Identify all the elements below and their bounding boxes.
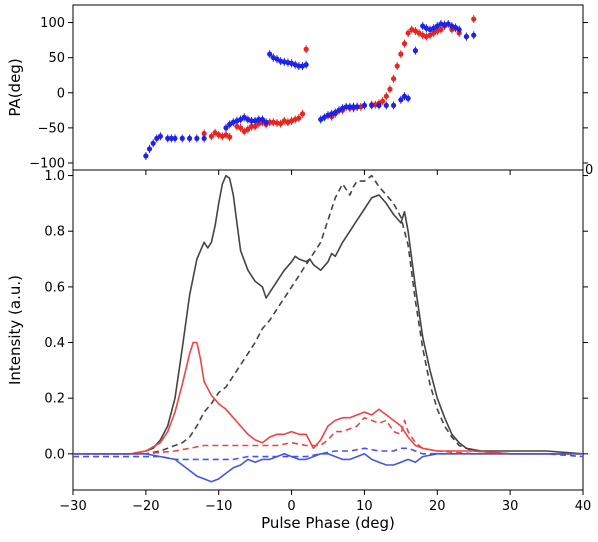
pa-point-blue (347, 104, 353, 110)
intensity-xtick-label: 20 (429, 499, 446, 514)
pa-xtick-label-fragment: 0 (585, 163, 593, 178)
pa-point-blue (383, 102, 389, 109)
pa-point-blue (256, 116, 262, 123)
pa-point-red (438, 26, 444, 33)
pa-point-blue (343, 104, 349, 110)
pa-point-blue (168, 135, 174, 142)
intensity-ytick-label: 0.2 (44, 392, 65, 407)
pa-point-blue (146, 146, 153, 152)
circular-polarization-line (73, 453, 583, 483)
intensity-xtick-label: 0 (287, 499, 295, 514)
pa-point-red (267, 119, 273, 125)
pa-point-red (471, 16, 477, 22)
pa-point-red (380, 98, 386, 104)
intensity-xtick-label: −10 (205, 499, 232, 514)
pa-point-red (252, 123, 258, 130)
pa-ylabel: PA(deg) (6, 58, 24, 116)
pa-point-red (299, 111, 306, 117)
pa-point-red (245, 126, 251, 132)
pa-point-red (303, 46, 309, 52)
pa-point-blue (398, 97, 404, 103)
pa-ytick-label: 50 (48, 51, 65, 66)
pa-point-red (390, 76, 397, 82)
intensity-axes-frame (72, 169, 584, 491)
intensity-xtick-label: −20 (132, 499, 159, 514)
pa-ytick-label: −50 (38, 121, 65, 136)
pa-point-red (398, 51, 404, 57)
pa-point-blue (350, 104, 357, 110)
pa-point-blue (143, 153, 149, 159)
pa-point-blue (165, 135, 171, 142)
pa-point-blue (390, 102, 397, 109)
pa-point-red (278, 121, 284, 127)
intensity-ytick-label: 0.8 (44, 225, 65, 240)
intensity-ytick-label: 0.0 (44, 447, 65, 462)
pa-point-red (227, 134, 233, 140)
pa-point-blue (157, 133, 164, 139)
pa-point-blue (248, 118, 255, 124)
pa-point-blue (376, 102, 382, 109)
pa-point-blue (223, 125, 229, 131)
intensity-panel: −30 −20 −10 0 10 20 30 40 0 0.0 0.2 0.4 0.6 0.8 1.0 Pul… (6, 163, 593, 532)
pa-point-blue (194, 135, 200, 142)
pa-point-red (405, 30, 411, 36)
pa-point-blue (186, 135, 193, 142)
pa-point-red (237, 125, 244, 131)
linear-polarization-line (73, 341, 583, 455)
pa-point-blue (412, 48, 419, 54)
pa-point-blue (354, 104, 360, 110)
pa-point-red (394, 63, 400, 69)
intensity-xtick-label: 30 (502, 499, 519, 514)
intensity-ytick-label: 0.6 (44, 280, 65, 295)
pa-point-blue (172, 135, 178, 142)
pa-point-red (296, 115, 302, 121)
pa-point-red (401, 41, 408, 47)
intensity-ytick-label: 1.0 (44, 169, 65, 184)
intensity-ylabel: Intensity (a.u.) (6, 275, 24, 385)
pa-point-red (383, 93, 389, 99)
intensity-ytick-label: 0.4 (44, 336, 65, 351)
pa-point-red (248, 123, 255, 130)
pa-point-blue (463, 33, 470, 40)
pa-point-blue (267, 51, 273, 57)
pa-point-blue (471, 32, 477, 38)
pa-panel: −100 −50 0 50 100 PA(deg) (6, 4, 588, 171)
pa-point-blue (296, 63, 302, 69)
total-intensity-line (73, 174, 584, 455)
pa-point-blue (179, 135, 185, 142)
pa-ytick-label: 100 (40, 16, 65, 31)
pa-ytick-label: 0 (57, 86, 65, 101)
pa-point-blue (150, 140, 156, 146)
pa-point-blue (303, 62, 309, 68)
intensity-xtick-label: 10 (356, 499, 373, 514)
pa-point-blue (361, 102, 368, 109)
pa-point-red (201, 130, 207, 137)
linear-polarization-dashed-line (73, 416, 583, 455)
pa-point-red (208, 133, 215, 139)
intensity-xlabel: Pulse Phase (deg) (261, 514, 395, 532)
pa-point-red (387, 86, 393, 92)
intensity-xtick-label: −30 (59, 499, 86, 514)
circular-polarization-dashed-line (73, 447, 584, 461)
linear-total-dashed-line (73, 174, 583, 455)
pa-ytick-label: −100 (29, 156, 65, 171)
intensity-xtick-label: 40 (575, 499, 592, 514)
pa-point-blue (456, 26, 462, 33)
pa-point-blue (369, 102, 375, 109)
pa-point-blue (259, 116, 266, 123)
pa-point-blue (201, 135, 207, 142)
pa-point-blue (263, 119, 269, 125)
pa-point-blue (405, 95, 411, 101)
